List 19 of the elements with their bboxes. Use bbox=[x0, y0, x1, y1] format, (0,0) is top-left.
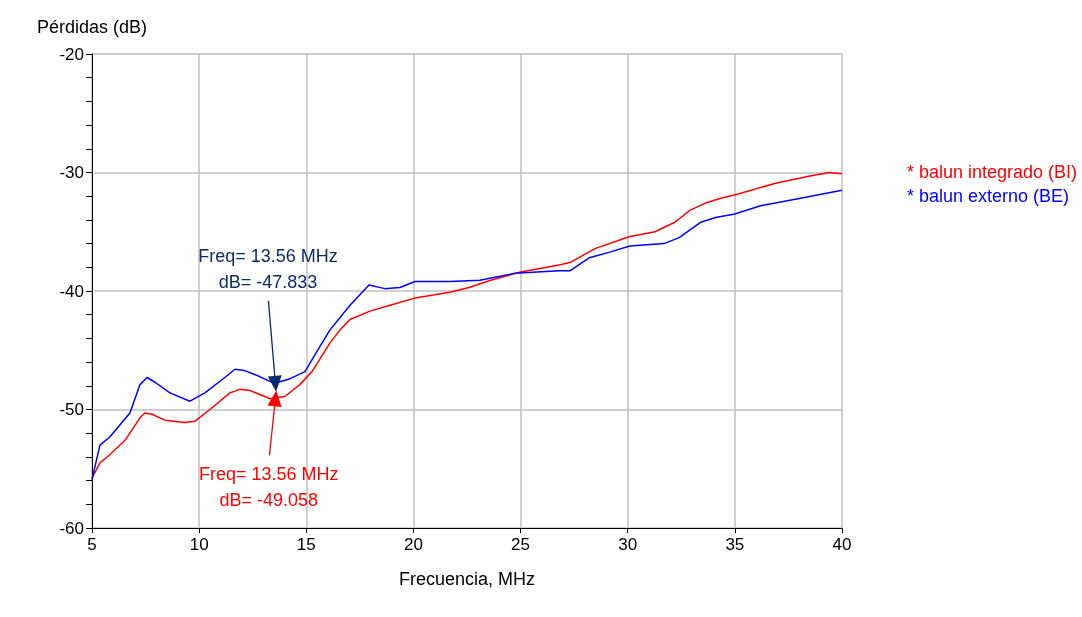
x-tick-label: 20 bbox=[403, 535, 423, 554]
y-tick-label: -60 bbox=[59, 518, 84, 538]
x-tick-label: 25 bbox=[511, 535, 531, 554]
annotation: Freq= 13.56 MHz dB= -49.058 bbox=[199, 464, 339, 511]
x-tick-label: 40 bbox=[832, 535, 852, 554]
y-axis-title: Pérdidas (dB) bbox=[36, 17, 148, 37]
y-tick-label: -50 bbox=[59, 400, 84, 419]
y-tick-label: -40 bbox=[59, 281, 84, 301]
annotation: Freq= 13.56 MHz dB= -47.833 bbox=[198, 245, 338, 292]
x-tick-label: 30 bbox=[618, 535, 638, 554]
x-tick-label: 10 bbox=[189, 535, 209, 554]
x-tick-label: 35 bbox=[725, 535, 745, 554]
x-axis-title: Frecuencia, MHz bbox=[398, 569, 536, 589]
y-tick-label: -30 bbox=[59, 163, 84, 182]
y-tick-label: -20 bbox=[59, 44, 84, 64]
x-tick-label: 15 bbox=[296, 535, 316, 554]
text: * balun integrado (BI) bbox=[906, 162, 1078, 182]
x-tick-label: 5 bbox=[87, 535, 97, 554]
text: * balun externo (BE) bbox=[906, 186, 1069, 206]
